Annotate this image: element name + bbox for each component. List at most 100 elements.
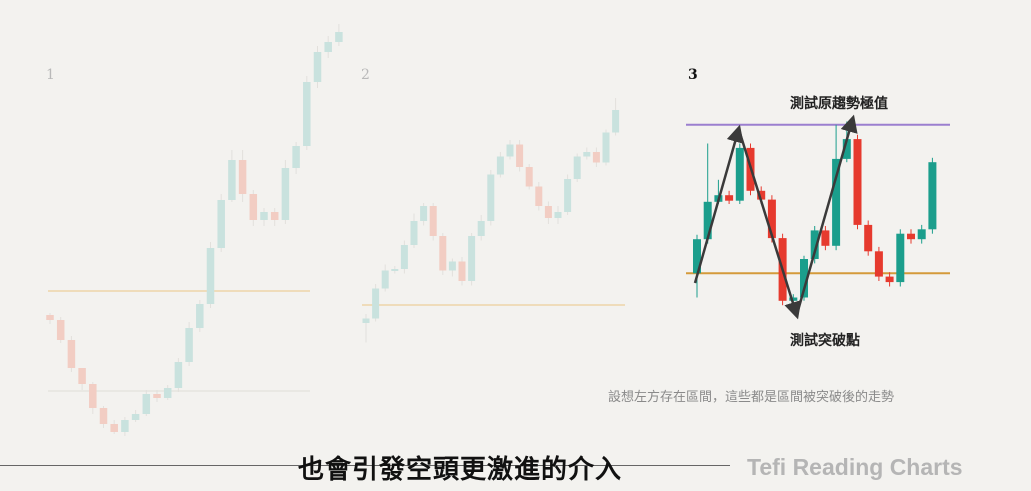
candle [372, 284, 380, 322]
annotation-top: 測試原趨勢極值 [790, 96, 888, 112]
candle [506, 140, 514, 160]
candle-body [439, 236, 447, 271]
candle-body [303, 82, 311, 146]
candle-body [535, 186, 543, 206]
candle-body [324, 42, 332, 52]
candle-body [487, 174, 495, 221]
candle-body [362, 318, 370, 323]
candle-body [238, 160, 247, 194]
candle [228, 150, 236, 202]
candle [468, 233, 476, 286]
candle [725, 190, 734, 204]
candle [516, 140, 524, 172]
candle [583, 147, 591, 160]
candle-body [583, 152, 591, 157]
chart-panel-2 [362, 98, 625, 343]
candle [821, 226, 830, 251]
candle-body [458, 261, 466, 281]
candle-body [874, 251, 883, 277]
candle [477, 215, 485, 241]
candle [693, 234, 701, 298]
candle-body [468, 236, 476, 281]
candle-body [693, 239, 701, 274]
candle [525, 164, 533, 190]
candle [592, 147, 600, 167]
candle-body [496, 156, 504, 175]
candle [131, 410, 140, 422]
candle [535, 182, 543, 211]
candle [110, 420, 118, 434]
subtitle: 也會引發空頭更激進的介入 [298, 455, 623, 485]
candle-body [767, 199, 776, 239]
candle-body [703, 201, 712, 240]
panel-label-1: 1 [46, 67, 55, 83]
candle [217, 194, 225, 252]
candle [89, 382, 97, 414]
candle-body [78, 368, 86, 384]
arrow-up-2 [795, 114, 858, 315]
candle-body [89, 384, 97, 408]
candle [420, 203, 428, 226]
candle-body [554, 212, 562, 218]
candle [238, 150, 247, 202]
candle [163, 385, 172, 400]
candle-body [757, 190, 766, 200]
candle-body [410, 221, 418, 245]
candle [99, 406, 108, 428]
candle [249, 190, 258, 226]
candle-body [448, 261, 456, 271]
candle [206, 242, 215, 308]
candle-body [789, 297, 798, 301]
candle [56, 317, 65, 343]
candle-body [228, 160, 236, 200]
candle-body [206, 248, 215, 304]
panel-label-2: 2 [361, 67, 370, 83]
candle [153, 390, 161, 402]
candle [196, 300, 204, 332]
candle [928, 157, 937, 234]
candle [735, 143, 744, 204]
candle [46, 313, 54, 324]
candle [303, 76, 311, 150]
candle [874, 246, 883, 281]
candle-body [174, 362, 183, 388]
candle-body [564, 179, 572, 212]
candle [362, 314, 370, 343]
candle-body [477, 221, 485, 236]
candle-body [196, 304, 204, 328]
candle-body [896, 233, 905, 283]
candle-body [810, 230, 819, 259]
candle-body [544, 206, 552, 218]
candle-body [381, 270, 389, 289]
candle-body [153, 394, 161, 398]
candle-body [832, 158, 841, 246]
candle [864, 220, 873, 256]
candle-body [800, 259, 808, 298]
candle [810, 226, 819, 264]
candle [917, 224, 926, 244]
subtitle-underline [0, 465, 730, 466]
candle-body [163, 388, 172, 398]
candle [410, 213, 418, 248]
candle [391, 266, 399, 274]
candle [78, 368, 86, 390]
candle-body [260, 212, 268, 220]
candle [896, 229, 905, 287]
candle-body [429, 206, 437, 236]
candle [907, 229, 915, 244]
candle [703, 143, 712, 244]
annotation-bottom: 測試突破點 [790, 333, 860, 349]
candle [573, 153, 581, 182]
candle-body [821, 230, 830, 246]
caption-note: 設想左方存在區間，這些都是區間被突破後的走勢 [608, 390, 895, 405]
candle [270, 208, 279, 226]
arrow-up-1 [693, 124, 744, 284]
candle-body [67, 340, 76, 368]
candle-body [217, 200, 225, 248]
candle [174, 358, 183, 392]
candle-body [142, 394, 151, 414]
candle-body [313, 52, 322, 82]
candle-body [400, 245, 408, 269]
candle-body [885, 276, 894, 283]
